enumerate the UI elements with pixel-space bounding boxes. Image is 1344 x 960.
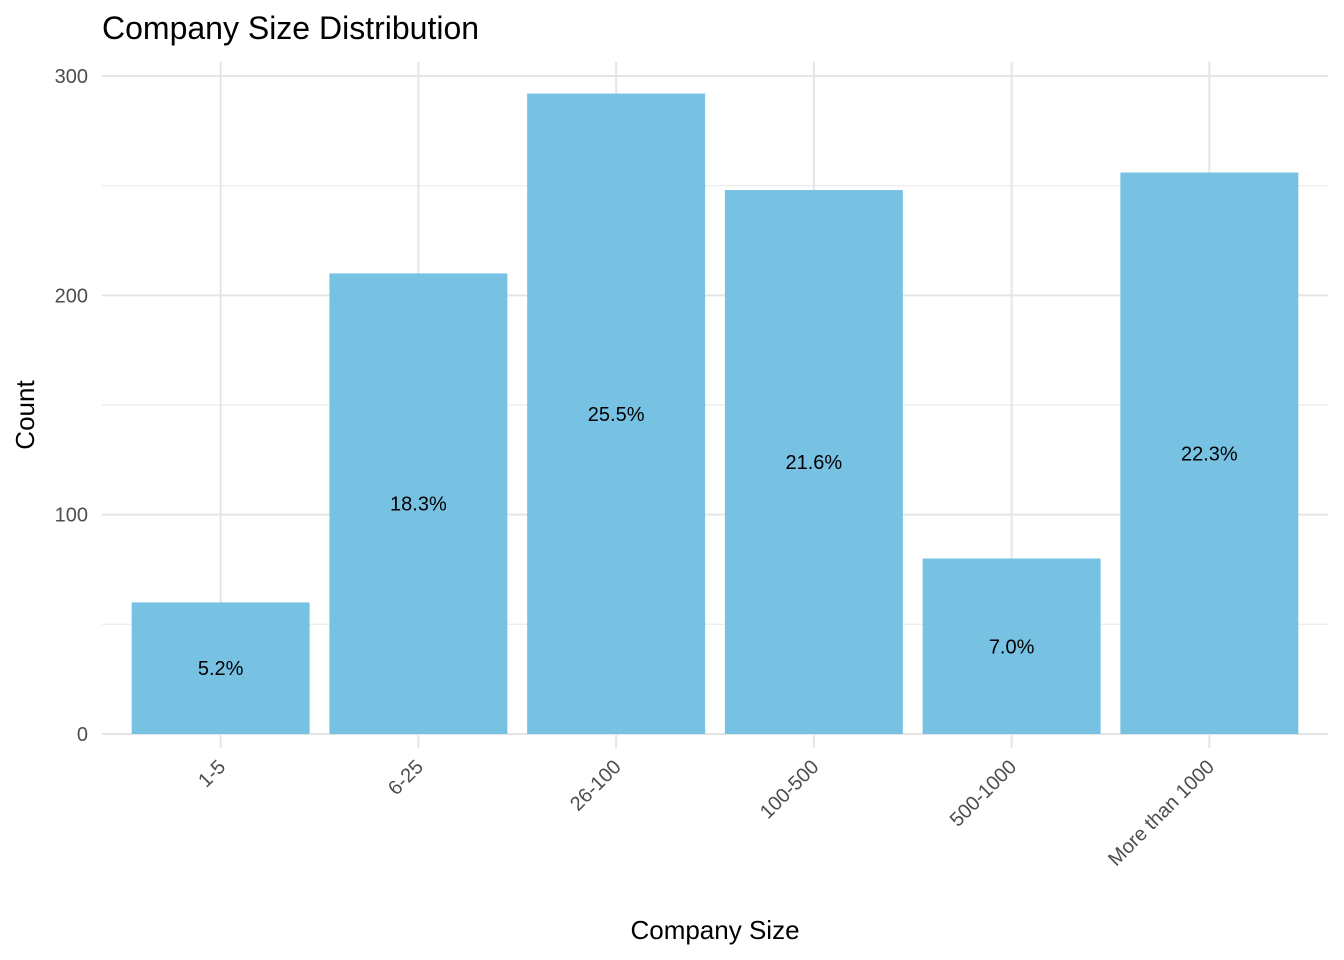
- bar-6-25: [329, 273, 508, 734]
- x-tick-label: 1-5: [194, 756, 230, 792]
- x-axis-title: Company Size: [630, 915, 799, 945]
- data-label: 7.0%: [989, 636, 1035, 658]
- bar-1-5: [131, 602, 310, 734]
- y-tick-label: 0: [77, 724, 88, 746]
- y-axis-ticks: 0 100 200 300: [55, 66, 88, 746]
- x-axis-ticks: 1-5 6-25 26-100 100-500 500-1000 More than 10…: [194, 756, 1219, 871]
- bars: [131, 93, 1299, 735]
- x-tick-label: 500-1000: [946, 756, 1021, 831]
- bar-more-than-1000: [1120, 172, 1299, 735]
- data-label: 5.2%: [198, 658, 244, 680]
- y-tick-label: 100: [55, 505, 88, 527]
- data-labels: 5.2% 18.3% 25.5% 21.6% 7.0% 22.3%: [198, 404, 1238, 680]
- y-tick-label: 300: [55, 66, 88, 88]
- x-tick-label: More than 1000: [1104, 756, 1219, 871]
- y-axis-title: Count: [10, 380, 40, 450]
- data-label: 25.5%: [588, 404, 645, 426]
- x-tick-label: 26-100: [566, 756, 626, 816]
- bar-100-500: [724, 190, 903, 734]
- y-tick-label: 200: [55, 285, 88, 307]
- data-label: 21.6%: [786, 452, 843, 474]
- x-tick-label: 6-25: [384, 756, 428, 800]
- bar-500-1000: [922, 558, 1101, 734]
- x-tick-label: 100-500: [756, 756, 823, 823]
- data-label: 22.3%: [1181, 443, 1238, 465]
- bar-26-100: [527, 93, 706, 734]
- chart-title: Company Size Distribution: [102, 10, 479, 46]
- data-label: 18.3%: [390, 494, 447, 516]
